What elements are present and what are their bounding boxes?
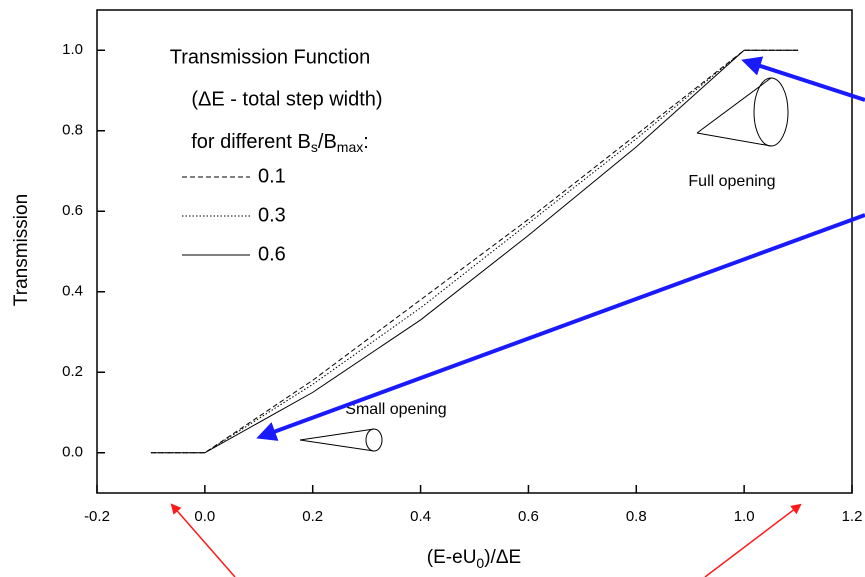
arrow <box>256 213 865 441</box>
legend-subtitle: for different Bs/Bmax: <box>191 131 369 154</box>
legend-label: 0.6 <box>258 243 286 265</box>
cone-full <box>696 77 789 147</box>
axes: -0.2 0.0 0.2 0.4 0.6 0.8 1.0 1.2 0.0 0.2 0.4 0.6 0.8… <box>62 41 862 525</box>
series-line <box>150 49 799 454</box>
legend-title: (ΔE - total step width) <box>191 88 382 110</box>
x-tick-label: -0.2 <box>84 508 110 525</box>
arrow <box>704 503 802 577</box>
y-tick-label: 0.2 <box>62 363 83 380</box>
x-tick-label: 0.4 <box>410 508 431 525</box>
x-tick-label: 1.0 <box>734 508 755 525</box>
annotation: Full opening <box>688 173 775 190</box>
y-tick-label: 0.6 <box>62 202 83 219</box>
series-group: 0.1 0.3 0.6 <box>150 49 799 454</box>
series-line <box>150 49 799 454</box>
y-axis-label: Transmission <box>11 194 32 306</box>
legend-title: Transmission Function <box>170 46 370 68</box>
x-axis-label: (E-eU0)/ΔE <box>427 547 521 571</box>
x-tick-label: 0.0 <box>194 508 215 525</box>
legend-label: 0.3 <box>258 204 286 226</box>
arrow <box>170 503 236 577</box>
series-line <box>150 49 799 454</box>
x-tick-label: 1.2 <box>842 508 863 525</box>
cone-small <box>299 428 383 452</box>
arrow <box>741 56 865 102</box>
annotation: Small opening <box>345 401 446 418</box>
y-tick-label: 0.0 <box>62 444 83 461</box>
plot-frame <box>96 9 853 494</box>
x-tick-label: 0.2 <box>302 508 323 525</box>
y-tick-label: 0.8 <box>62 122 83 139</box>
x-tick-label: 0.6 <box>518 508 539 525</box>
x-tick-label: 0.8 <box>626 508 647 525</box>
y-tick-label: 0.4 <box>62 283 83 300</box>
y-tick-label: 1.0 <box>62 41 83 58</box>
legend-label: 0.1 <box>258 165 286 187</box>
